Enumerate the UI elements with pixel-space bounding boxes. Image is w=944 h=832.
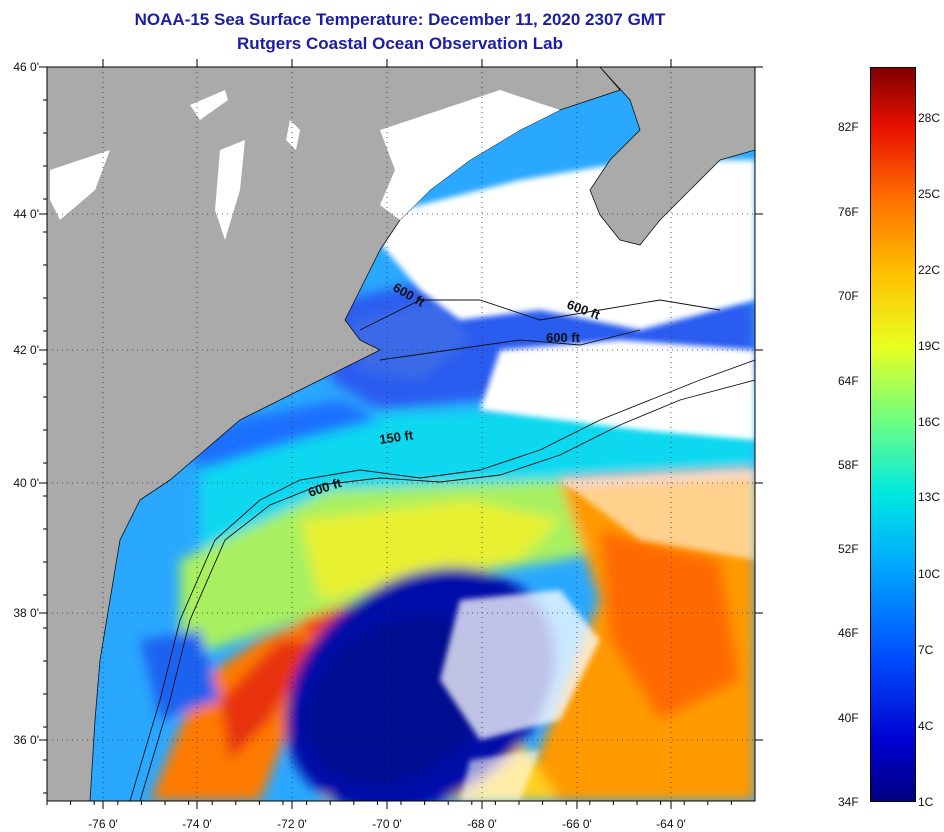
- contour-label-600-mid: 600 ft: [546, 330, 581, 345]
- y-tick-label: 42 0': [13, 343, 39, 357]
- colorbar-label-f: 34F: [838, 795, 859, 809]
- land-cloud-patches: [50, 90, 560, 240]
- colorbar-label-f: 70F: [838, 289, 859, 303]
- page-title: NOAA-15 Sea Surface Temperature: Decembe…: [134, 10, 666, 29]
- colorbar-label-c: 1C: [918, 795, 934, 809]
- page-subtitle: Rutgers Coastal Ocean Observation Lab: [237, 34, 563, 53]
- y-tick-label: 38 0': [13, 606, 39, 620]
- y-tick-label: 44 0': [13, 207, 39, 221]
- colorbar-label-c: 25C: [918, 187, 941, 201]
- colorbar-label-f: 46F: [838, 626, 859, 640]
- x-tick-label: -66 0': [562, 817, 592, 831]
- graticule: [47, 67, 755, 801]
- depth-contours: [129, 299, 755, 801]
- y-tick-label: 46 0': [13, 60, 39, 74]
- y-tick-label: 36 0': [13, 733, 39, 747]
- colorbar-label-c: 16C: [918, 415, 941, 429]
- colorbar-label-f: 58F: [838, 458, 859, 472]
- x-tick-label: -76 0': [88, 817, 118, 831]
- x-tick-label: -68 0': [467, 817, 497, 831]
- x-tick-label: -70 0': [372, 817, 402, 831]
- contour-label-150: 150 ft: [378, 427, 414, 447]
- colorbar-label-c: 4C: [918, 719, 934, 733]
- colorbar-label-f: 40F: [838, 711, 859, 725]
- colorbar-label-c: 28C: [918, 111, 941, 125]
- colorbar-label-f: 64F: [838, 374, 859, 388]
- colorbar-label-c: 13C: [918, 490, 941, 504]
- colorbar-label-f: 52F: [838, 542, 859, 556]
- x-tick-label: -74 0': [182, 817, 212, 831]
- colorbar-label-c: 10C: [918, 567, 941, 581]
- colorbar-label-c: 19C: [918, 339, 941, 353]
- cloud-mask: [360, 160, 755, 801]
- landmass: [47, 67, 755, 801]
- colorbar-label-c: 22C: [918, 263, 941, 277]
- colorbar-label-c: 7C: [918, 643, 934, 657]
- temperature-colorbar: [870, 67, 916, 802]
- colorbar-label-f: 82F: [838, 120, 859, 134]
- colorbar-label-f: 76F: [838, 205, 859, 219]
- y-tick-label: 40 0': [13, 476, 39, 490]
- map-axes: -76 0' -74 0' -72 0' -70 0' -68 0' -66 0' -64 …: [13, 59, 763, 831]
- x-tick-label: -64 0': [656, 817, 686, 831]
- x-tick-label: -72 0': [277, 817, 307, 831]
